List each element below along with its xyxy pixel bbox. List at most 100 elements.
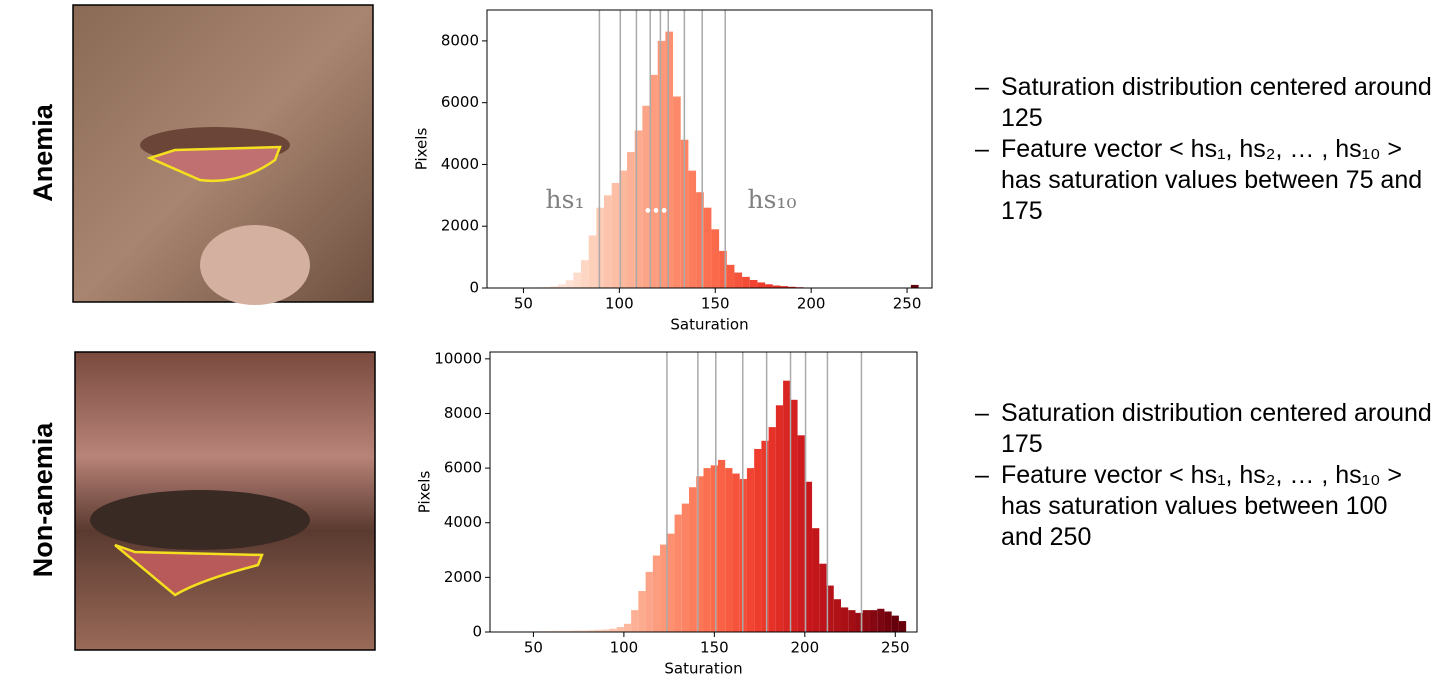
bullet: Saturation distribution centered around … bbox=[975, 398, 1435, 460]
bar bbox=[667, 533, 675, 632]
axes-frame bbox=[489, 351, 918, 633]
bar bbox=[544, 630, 552, 632]
bar bbox=[665, 31, 674, 288]
y-tick-label: 6000 bbox=[444, 459, 482, 477]
bar bbox=[642, 105, 651, 288]
x-tick-label: 50 bbox=[524, 639, 543, 657]
bar bbox=[765, 284, 773, 288]
bar bbox=[725, 468, 733, 632]
bullet-list: Saturation distribution centered around … bbox=[975, 398, 1435, 553]
bar bbox=[689, 487, 697, 632]
bar bbox=[588, 235, 597, 288]
row-label: Non-anemia bbox=[28, 422, 58, 578]
bar bbox=[717, 459, 726, 632]
bar bbox=[688, 170, 697, 288]
bar bbox=[674, 514, 682, 632]
bar bbox=[573, 272, 581, 288]
bar bbox=[797, 435, 805, 632]
bar bbox=[898, 621, 907, 632]
bar bbox=[826, 585, 834, 632]
y-tick-label: 8000 bbox=[441, 31, 479, 49]
x-tick-label: 50 bbox=[514, 295, 533, 313]
x-tick-label: 200 bbox=[797, 295, 826, 313]
bar bbox=[775, 405, 784, 632]
bar bbox=[652, 555, 661, 632]
bar bbox=[565, 280, 574, 288]
bar bbox=[754, 448, 762, 632]
bar bbox=[565, 630, 574, 632]
bar bbox=[877, 608, 885, 632]
bar bbox=[761, 440, 769, 632]
bar bbox=[604, 195, 612, 288]
bar bbox=[746, 468, 755, 632]
bar bbox=[833, 599, 842, 632]
bar bbox=[638, 591, 646, 632]
bar bbox=[696, 192, 704, 288]
y-tick-label: 4000 bbox=[444, 513, 482, 531]
axes-frame bbox=[486, 9, 933, 289]
bar bbox=[696, 476, 704, 632]
x-tick-label: 150 bbox=[701, 295, 730, 313]
bar bbox=[537, 630, 545, 632]
bar bbox=[673, 96, 681, 288]
y-tick-label: 4000 bbox=[441, 155, 479, 173]
bar bbox=[910, 284, 919, 288]
bar bbox=[790, 399, 798, 632]
bullet-list: Saturation distribution centered around … bbox=[975, 72, 1435, 227]
bullet: Saturation distribution centered around … bbox=[975, 72, 1435, 134]
x-tick-label: 150 bbox=[700, 639, 729, 657]
bar bbox=[703, 468, 711, 632]
bar bbox=[550, 286, 558, 288]
bar bbox=[609, 628, 617, 632]
bar bbox=[623, 623, 632, 632]
bar bbox=[660, 544, 668, 632]
bar bbox=[619, 170, 628, 288]
bar bbox=[558, 630, 566, 632]
bar bbox=[580, 260, 589, 288]
x-tick-label: 250 bbox=[881, 639, 910, 657]
bar bbox=[788, 286, 796, 288]
bar bbox=[855, 612, 863, 632]
x-tick-label: 200 bbox=[791, 639, 820, 657]
bar bbox=[804, 481, 813, 632]
row-label: Anemia bbox=[28, 103, 58, 202]
y-tick-label: 2000 bbox=[444, 568, 482, 586]
bullet: Feature vector < hs₁, hs₂, … , hs₁₀ > ha… bbox=[975, 134, 1435, 227]
bar bbox=[573, 630, 581, 632]
histogram: 50 100 150 200 250 0 2000 4000 6000 8000 Saturatio… bbox=[413, 9, 933, 334]
bar bbox=[732, 473, 740, 632]
bullet: Feature vector < hs₁, hs₂, … , hs₁₀ > ha… bbox=[975, 460, 1435, 553]
bar bbox=[812, 528, 820, 632]
bar bbox=[616, 627, 624, 632]
bar bbox=[719, 250, 727, 288]
bar bbox=[891, 615, 899, 632]
bar bbox=[841, 607, 849, 632]
bar bbox=[710, 465, 718, 632]
bar bbox=[884, 611, 892, 632]
bar bbox=[650, 74, 658, 288]
bar bbox=[602, 629, 610, 632]
bar bbox=[869, 610, 878, 632]
x-tick-label: 100 bbox=[610, 639, 639, 657]
bar bbox=[772, 285, 781, 288]
y-tick-label: 8000 bbox=[444, 404, 482, 422]
x-axis-label: Saturation bbox=[670, 316, 748, 334]
bar bbox=[551, 630, 559, 632]
y-axis-label: Pixels bbox=[413, 128, 431, 171]
annotation: … bbox=[644, 190, 669, 219]
annotation: hs₁ bbox=[546, 185, 585, 214]
bar bbox=[634, 130, 643, 288]
bar bbox=[749, 279, 758, 288]
bar bbox=[557, 284, 566, 288]
bar bbox=[726, 264, 735, 288]
bar bbox=[657, 40, 666, 289]
bar bbox=[587, 630, 595, 632]
bar bbox=[681, 503, 690, 632]
x-tick-label: 100 bbox=[605, 295, 634, 313]
bar bbox=[862, 610, 870, 632]
bar bbox=[611, 182, 620, 288]
x-tick-label: 250 bbox=[893, 295, 922, 313]
bar bbox=[580, 630, 588, 632]
